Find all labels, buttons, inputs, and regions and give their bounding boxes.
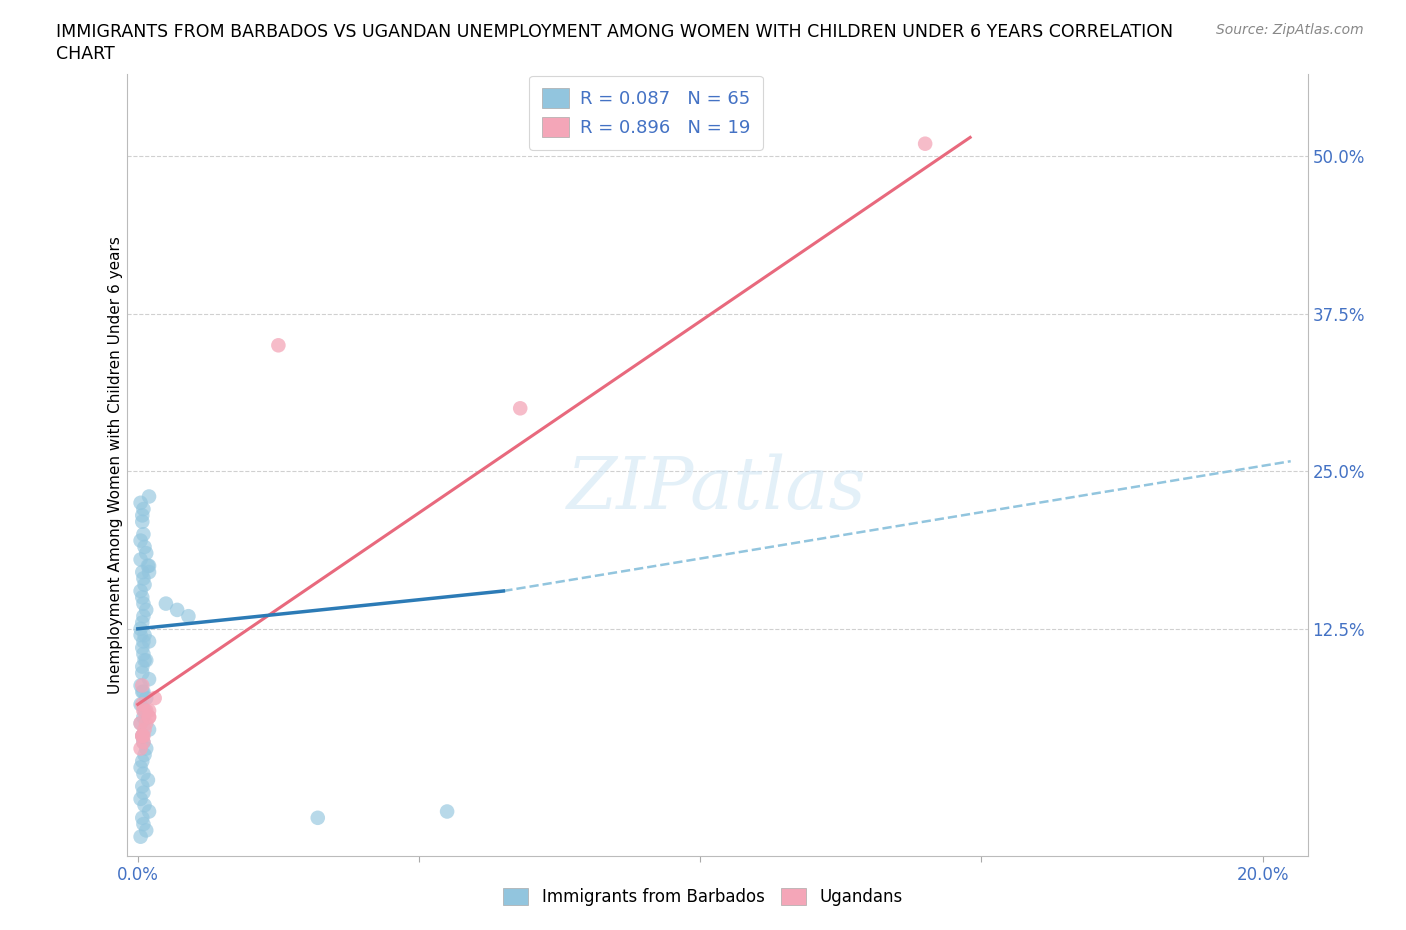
Point	[135, 546, 157, 561]
Point	[129, 628, 152, 643]
Point	[131, 640, 153, 655]
Point	[129, 621, 152, 636]
Text: IMMIGRANTS FROM BARBADOS VS UGANDAN UNEMPLOYMENT AMONG WOMEN WITH CHILDREN UNDER: IMMIGRANTS FROM BARBADOS VS UGANDAN UNEM…	[56, 23, 1174, 41]
Point	[132, 735, 155, 750]
Point	[132, 703, 155, 718]
Point	[436, 804, 458, 819]
Point	[135, 716, 157, 731]
Point	[131, 778, 153, 793]
Y-axis label: Unemployment Among Women with Children Under 6 years: Unemployment Among Women with Children U…	[108, 236, 122, 694]
Point	[131, 615, 153, 630]
Point	[132, 609, 155, 624]
Point	[135, 653, 157, 668]
Point	[134, 628, 156, 643]
Point	[132, 571, 155, 586]
Point	[131, 728, 153, 743]
Point	[166, 603, 188, 618]
Point	[136, 773, 159, 788]
Point	[135, 823, 157, 838]
Point	[131, 508, 153, 523]
Point	[134, 798, 156, 813]
Text: ZIPatlas: ZIPatlas	[567, 453, 868, 524]
Point	[129, 496, 152, 511]
Point	[131, 810, 153, 825]
Point	[132, 634, 155, 649]
Point	[129, 830, 152, 844]
Point	[129, 697, 152, 711]
Point	[131, 728, 153, 743]
Point	[132, 596, 155, 611]
Point	[134, 723, 156, 737]
Point	[131, 678, 153, 693]
Point	[177, 609, 200, 624]
Point	[135, 741, 157, 756]
Point	[131, 728, 153, 743]
Point	[131, 697, 153, 711]
Point	[129, 760, 152, 775]
Text: Source: ZipAtlas.com: Source: ZipAtlas.com	[1216, 23, 1364, 37]
Point	[138, 710, 160, 724]
Point	[131, 514, 153, 529]
Point	[131, 666, 153, 681]
Legend: Immigrants from Barbados, Ugandans: Immigrants from Barbados, Ugandans	[496, 881, 910, 912]
Point	[138, 804, 160, 819]
Point	[134, 703, 156, 718]
Point	[307, 810, 329, 825]
Point	[914, 137, 936, 152]
Point	[132, 710, 155, 724]
Point	[132, 684, 155, 699]
Point	[129, 791, 152, 806]
Point	[135, 691, 157, 706]
Legend: R = 0.087   N = 65, R = 0.896   N = 19: R = 0.087 N = 65, R = 0.896 N = 19	[530, 75, 763, 150]
Point	[129, 533, 152, 548]
Point	[138, 671, 160, 686]
Point	[132, 785, 155, 800]
Point	[129, 678, 152, 693]
Point	[134, 578, 156, 592]
Point	[138, 634, 160, 649]
Point	[129, 716, 152, 731]
Point	[135, 603, 157, 618]
Point	[131, 659, 153, 674]
Point	[136, 558, 159, 573]
Point	[267, 338, 290, 352]
Point	[134, 653, 156, 668]
Point	[138, 558, 160, 573]
Point	[132, 728, 155, 743]
Point	[129, 552, 152, 567]
Point	[129, 741, 152, 756]
Point	[138, 565, 160, 579]
Text: CHART: CHART	[56, 45, 115, 62]
Point	[131, 684, 153, 699]
Point	[138, 489, 160, 504]
Point	[129, 583, 152, 598]
Point	[131, 590, 153, 604]
Point	[132, 817, 155, 831]
Point	[138, 703, 160, 718]
Point	[509, 401, 531, 416]
Point	[132, 501, 155, 516]
Point	[132, 735, 155, 750]
Point	[134, 539, 156, 554]
Point	[132, 527, 155, 542]
Point	[131, 753, 153, 768]
Point	[135, 703, 157, 718]
Point	[131, 565, 153, 579]
Point	[138, 710, 160, 724]
Point	[132, 646, 155, 661]
Point	[129, 716, 152, 731]
Point	[138, 723, 160, 737]
Point	[132, 766, 155, 781]
Point	[155, 596, 177, 611]
Point	[134, 748, 156, 763]
Point	[143, 691, 166, 706]
